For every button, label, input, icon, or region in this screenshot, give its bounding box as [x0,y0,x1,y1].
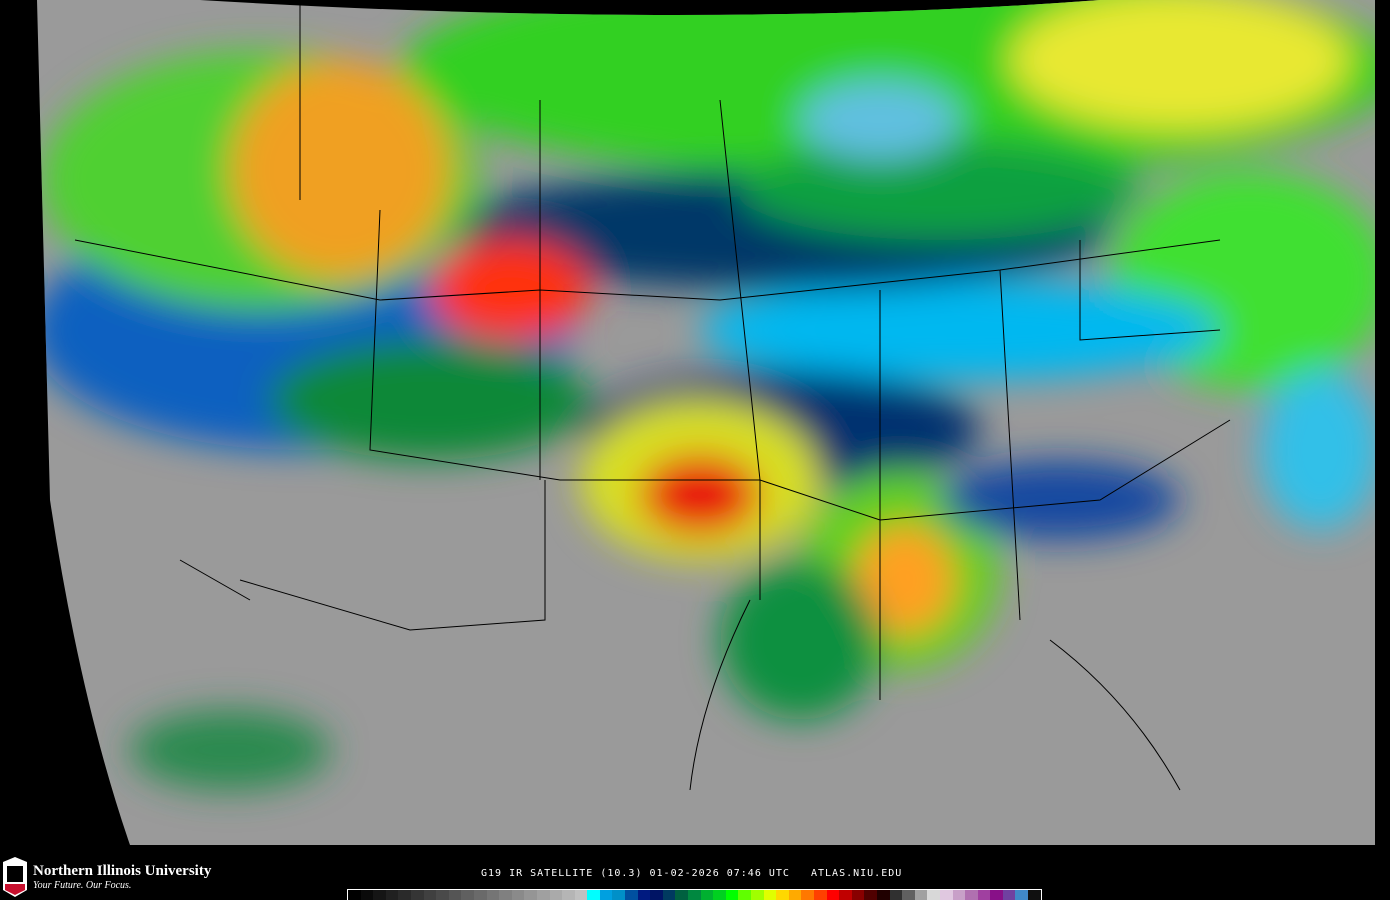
colorbar-swatch [1002,890,1016,900]
temperature-colorbar [347,889,1042,900]
colorbar-swatch [977,890,991,900]
colorbar-swatch [473,890,487,900]
colorbar-swatch [360,890,374,900]
border-line [999,269,1021,621]
colorbar-swatch [562,890,575,900]
colorbar-swatch [385,890,399,900]
product-label: G19 IR SATELLITE (10.3) [481,868,643,879]
colorbar-swatch [524,890,537,900]
cloud-region [700,280,1220,380]
border-line [719,99,761,600]
colorbar-swatch [688,890,701,900]
colorbar-swatch [864,890,877,900]
colorbar-swatch [587,890,600,900]
cloud-region [230,60,450,280]
colorbar-swatch [574,890,588,900]
cloud-region [740,140,1140,240]
cloud-region [720,560,880,720]
border-line [1049,639,1181,791]
cloud-region [270,340,590,460]
colorbar-swatch [348,890,361,900]
colorbar-swatch [511,890,525,900]
colorbar-swatch [486,890,500,900]
colorbar-swatch [549,890,563,900]
cloud-region [800,80,960,160]
colorbar-swatch [939,890,953,900]
colorbar-swatch [801,890,814,900]
border-line [179,559,251,601]
colorbar-swatch [738,890,751,900]
colorbar-swatch [725,890,739,900]
colorbar-swatch [813,890,827,900]
datetime-label: 01-02-2026 07:46 UTC [649,868,790,879]
image-caption: G19 IR SATELLITE (10.3) 01-02-2026 07:46… [481,868,902,879]
colorbar-swatch [625,890,638,900]
cloud-region [130,710,330,790]
colorbar-swatch [398,890,411,900]
colorbar-swatch [914,890,928,900]
colorbar-swatch [499,890,512,900]
cloud-region [430,240,590,340]
border-line [689,599,751,791]
colorbar-swatch [952,890,966,900]
colorbar-swatch [448,890,462,900]
cloud-region [640,455,760,535]
colorbar-swatch [889,890,903,900]
satellite-map [37,0,1375,845]
colorbar-swatch [927,890,940,900]
colorbar-swatch [536,890,550,900]
niu-logo-icon [3,857,27,897]
colorbar-swatch [763,890,777,900]
colorbar-swatch [713,890,726,900]
colorbar-swatch [839,890,852,900]
colorbar-swatch [751,890,764,900]
colorbar-swatch [1015,890,1029,900]
cloud-region [1260,370,1375,530]
colorbar-swatch [965,890,978,900]
colorbar-swatch [461,890,474,900]
colorbar-swatch [650,890,663,900]
state-borders [74,0,1231,791]
colorbar-swatch [990,890,1003,900]
colorbar-swatch [788,890,802,900]
colorbar-swatch [436,890,449,900]
colorbar-swatch [373,890,386,900]
border-line [239,480,546,631]
colorbar-swatch [423,890,437,900]
colorbar-swatch [410,890,424,900]
colorbar-swatch [675,890,689,900]
colorbar-swatch [662,890,676,900]
colorbar-swatch [776,890,789,900]
university-tagline: Your Future. Our Focus. [33,880,132,891]
colorbar-swatch [700,890,714,900]
colorbar-swatch [612,890,626,900]
colorbar-swatch [876,890,890,900]
colorbar-swatch [826,890,840,900]
border-line [74,239,1221,301]
university-name: Northern Illinois University [33,863,212,879]
cloud-region [1010,0,1350,130]
colorbar-swatch [637,890,651,900]
colorbar-swatch [851,890,865,900]
colorbar-swatch [902,890,915,900]
site-label: ATLAS.NIU.EDU [811,868,903,879]
colorbar-swatch [599,890,613,900]
border-line [1079,240,1221,341]
colorbar-swatch [1028,890,1041,900]
cloud-region [940,460,1180,540]
